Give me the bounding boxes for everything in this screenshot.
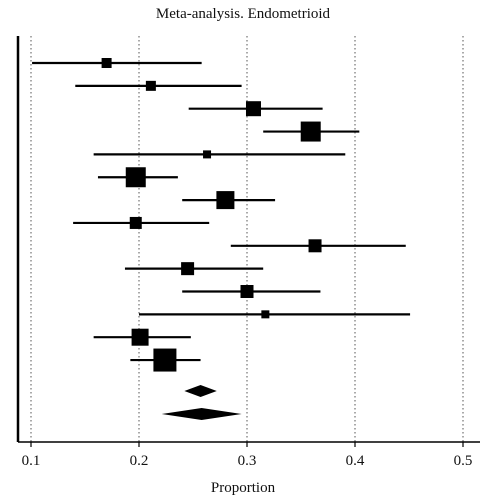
study-estimate-box (240, 285, 254, 298)
x-axis-label: Proportion (210, 480, 276, 496)
study-estimate-box (308, 239, 322, 253)
study-estimate-box (245, 101, 261, 117)
x-tick-label: 0.3 (238, 453, 257, 469)
study-estimate-box (216, 191, 235, 210)
study-estimate-box (131, 328, 149, 346)
study-estimate-box (153, 348, 177, 372)
x-tick-label: 0.4 (346, 453, 365, 469)
chart-title: Meta-analysis. Endometrioid (155, 6, 331, 22)
study-estimate-box (181, 262, 195, 276)
pooled-estimate-diamond (184, 385, 217, 397)
study-estimate-box (300, 121, 321, 142)
x-tick-label: 0.5 (454, 453, 473, 469)
study-estimate-box (125, 167, 146, 188)
study-estimate-box (261, 310, 270, 319)
x-tick-label: 0.1 (22, 453, 41, 469)
study-estimate-box (101, 58, 112, 68)
study-estimate-box (145, 80, 156, 91)
study-estimate-box (203, 150, 212, 159)
study-estimate-box (129, 216, 142, 229)
pooled-estimate-diamond (161, 408, 242, 420)
x-tick-label: 0.2 (130, 453, 149, 469)
